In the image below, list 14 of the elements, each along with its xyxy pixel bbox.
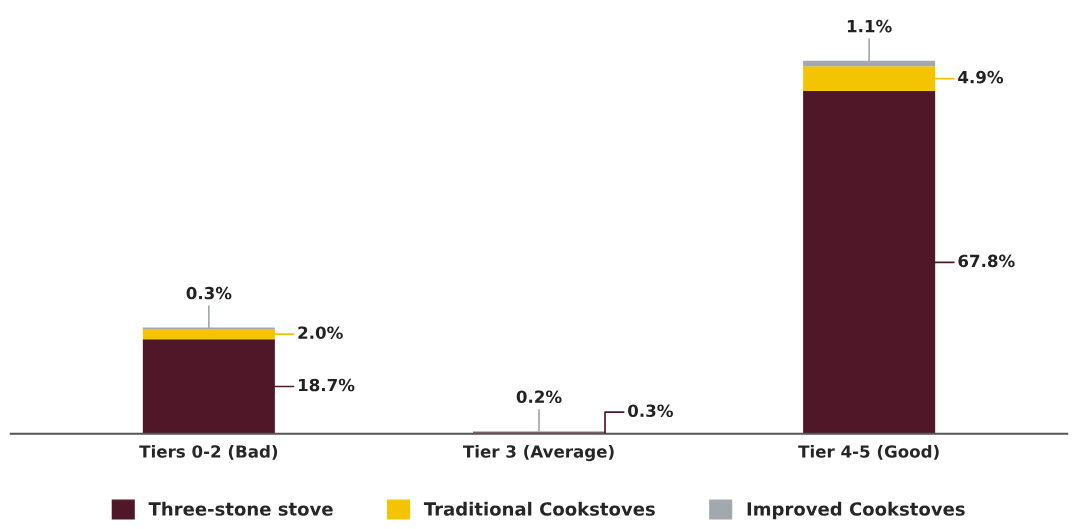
data-label: 0.3%: [628, 404, 673, 418]
x-tick-label: Tiers 0-2 (Bad): [139, 444, 278, 460]
data-label: 67.8%: [958, 254, 1015, 268]
data-label: 18.7%: [298, 378, 355, 392]
data-label: 4.9%: [958, 70, 1004, 84]
x-tick-label: Tier 3 (Average): [462, 444, 614, 462]
data-label: 1.1%: [847, 19, 892, 33]
x-tick-label: Tier 4-5 (Good): [798, 444, 939, 460]
legend-label: Improved Cookstoves: [747, 501, 965, 520]
legend-label: Traditional Cookstoves: [423, 501, 655, 516]
data-label: 0.2%: [516, 390, 562, 404]
data-label: 0.3%: [186, 286, 232, 300]
legend-label: Three-stone stove: [148, 501, 333, 516]
data-label: 2.0%: [298, 326, 343, 340]
